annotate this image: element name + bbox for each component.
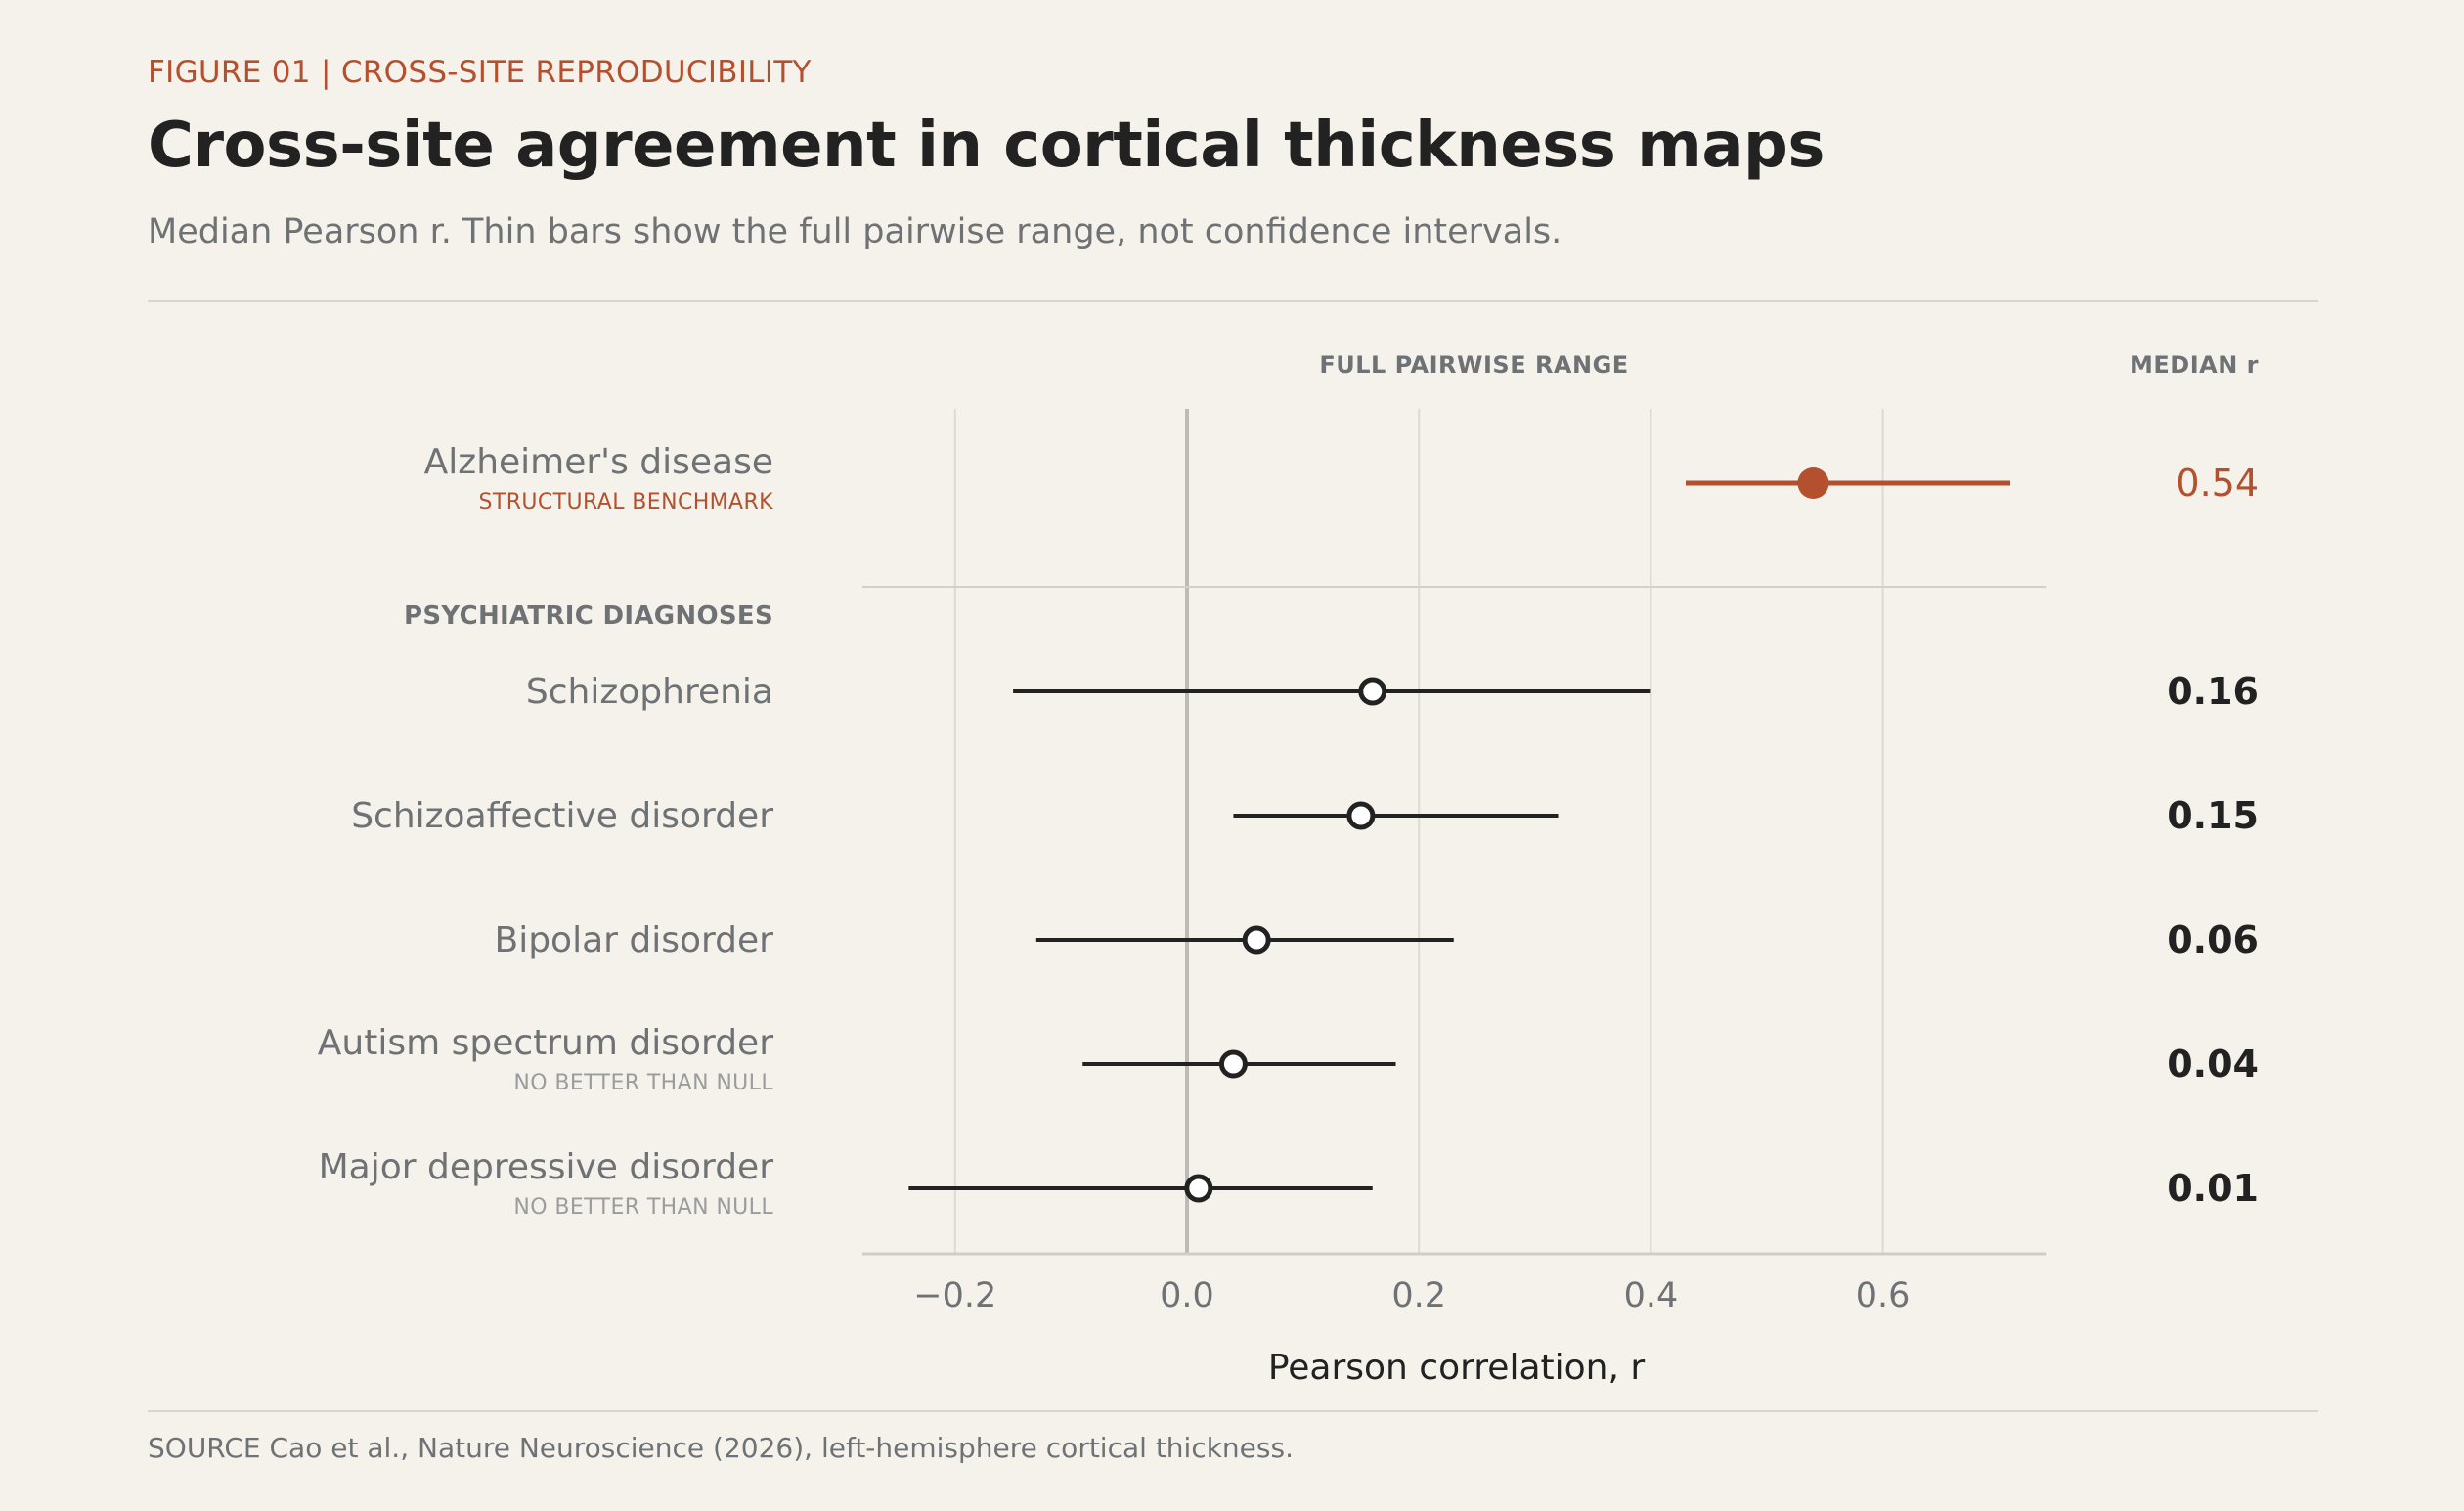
median-value-label: 0.04 [2167,1043,2259,1086]
median-column-header: MEDIAN r [2130,351,2259,378]
median-dot [1346,801,1376,830]
x-tick-label: 0.2 [1391,1276,1446,1315]
x-axis-label: Pearson correlation, r [1268,1348,1646,1388]
row-label: Schizoaffective disorder [351,796,773,836]
median-dot [1184,1174,1213,1203]
null-tag: NO BETTER THAN NULL [513,1195,773,1220]
row-label: Autism spectrum disorder [318,1023,773,1063]
row-label: Schizophrenia [526,672,773,712]
x-tick-label: 0.0 [1160,1276,1214,1315]
x-tick-label: 0.4 [1624,1276,1679,1315]
null-tag: NO BETTER THAN NULL [513,1071,773,1095]
chart-title: Cross-site agreement in cortical thickne… [148,110,1825,182]
median-dot [1218,1049,1248,1079]
source-note: SOURCE Cao et al., Nature Neuroscience (… [148,1432,1294,1464]
x-tick-label: 0.6 [1856,1276,1911,1315]
group-label: PSYCHIATRIC DIAGNOSES [404,601,773,631]
header-divider [148,300,2318,302]
median-value-label: 0.15 [2167,794,2259,837]
row-label: Major depressive disorder [319,1147,774,1187]
chart-subtitle: Median Pearson r. Thin bars show the ful… [148,212,1562,251]
x-tick-label: −0.2 [913,1276,996,1315]
median-dot [1358,677,1387,706]
range-column-header: FULL PAIRWISE RANGE [1319,351,1628,378]
footer-divider [148,1410,2318,1412]
benchmark-tag: STRUCTURAL BENCHMARK [479,490,774,514]
figure-eyebrow: FIGURE 01 | CROSS-SITE REPRODUCIBILITY [148,55,812,90]
median-value-label: 0.06 [2167,918,2259,961]
median-value-label: 0.16 [2167,670,2259,713]
median-value-label: 0.01 [2167,1167,2259,1210]
median-value-label: 0.54 [2176,462,2259,505]
median-dot [1242,925,1271,955]
median-dot [1797,467,1829,499]
row-label: Bipolar disorder [495,920,774,960]
row-label: Alzheimer's disease [424,442,773,482]
